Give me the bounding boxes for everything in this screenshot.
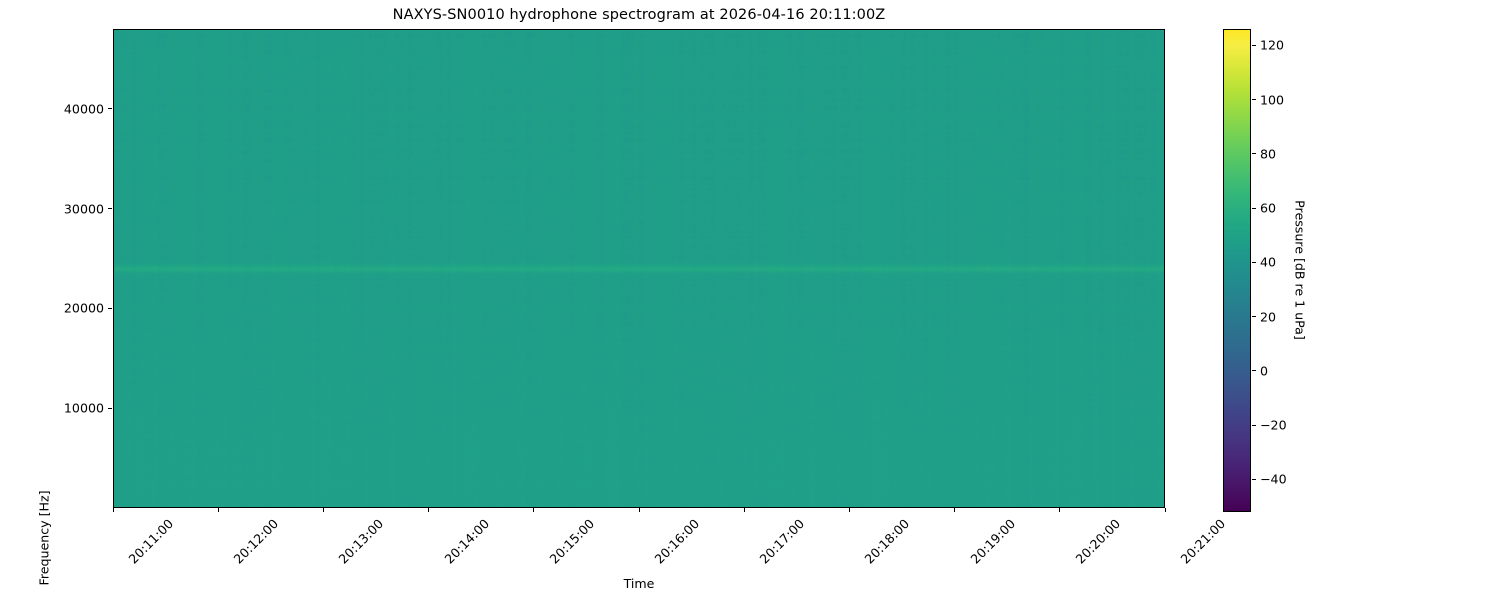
x-tick-mark	[322, 508, 324, 512]
x-tick-mark	[533, 508, 535, 512]
colorbar-tick-label: 0	[1260, 363, 1269, 379]
colorbar-tick-mark	[1252, 153, 1256, 155]
x-tick-label: 20:20:00	[1072, 516, 1123, 567]
x-tick-label: 20:16:00	[651, 516, 703, 567]
y-tick-label: 40000	[63, 101, 104, 117]
colorbar-tick-mark	[1252, 44, 1256, 46]
x-tick-label: 20:15:00	[546, 516, 597, 567]
y-tick-label: 10000	[63, 400, 104, 416]
y-axis-label: Frequency [Hz]	[36, 490, 52, 586]
x-axis-label: Time	[623, 576, 655, 591]
x-tick-mark	[428, 508, 430, 512]
x-tick-mark	[217, 508, 219, 512]
y-tick-mark	[108, 407, 112, 409]
x-tick-mark	[1059, 508, 1061, 512]
x-tick-label: 20:18:00	[861, 516, 913, 567]
colorbar-tick-label: 100	[1260, 92, 1285, 108]
colorbar-tick-label: 40	[1260, 254, 1277, 270]
x-tick-mark	[743, 508, 745, 512]
colorbar-tick-label: 60	[1260, 200, 1277, 216]
y-tick-mark	[108, 108, 112, 110]
y-tick-mark	[108, 307, 112, 309]
colorbar-tick-label: −40	[1260, 471, 1287, 487]
x-tick-label: 20:14:00	[441, 516, 492, 567]
colorbar-label: Pressure [dB re 1 uPa]	[1292, 200, 1308, 340]
colorbar-tick-label: 120	[1260, 37, 1285, 53]
x-tick-mark	[1164, 508, 1166, 512]
spectrogram-image	[114, 30, 1164, 507]
colorbar-tick-mark	[1252, 370, 1256, 372]
x-tick-label: 20:21:00	[1177, 516, 1229, 567]
colorbar-tick-mark	[1252, 261, 1256, 263]
colorbar-gradient	[1224, 30, 1250, 511]
y-tick-mark	[108, 208, 112, 210]
x-tick-mark	[638, 508, 640, 512]
x-tick-label: 20:12:00	[230, 516, 282, 567]
colorbar-tick-label: 20	[1260, 309, 1277, 325]
colorbar-tick-mark	[1252, 316, 1256, 318]
colorbar	[1223, 29, 1251, 512]
colorbar-tick-mark	[1252, 99, 1256, 101]
x-tick-label: 20:11:00	[125, 516, 177, 567]
x-tick-mark	[954, 508, 956, 512]
spectrogram-plot-area	[113, 29, 1165, 508]
page-title: NAXYS-SN0010 hydrophone spectrogram at 2…	[392, 7, 886, 23]
x-tick-label: 20:17:00	[756, 516, 808, 567]
x-tick-mark	[848, 508, 850, 512]
colorbar-tick-mark	[1252, 424, 1256, 426]
x-tick-mark	[112, 508, 114, 512]
x-tick-label: 20:19:00	[967, 516, 1018, 567]
colorbar-tick-label: 80	[1260, 146, 1277, 162]
colorbar-tick-label: −20	[1260, 417, 1287, 433]
colorbar-tick-mark	[1252, 478, 1256, 481]
x-tick-label: 20:13:00	[335, 516, 387, 567]
y-tick-label: 20000	[63, 300, 104, 316]
colorbar-tick-mark	[1252, 207, 1256, 209]
y-tick-label: 30000	[63, 201, 104, 217]
